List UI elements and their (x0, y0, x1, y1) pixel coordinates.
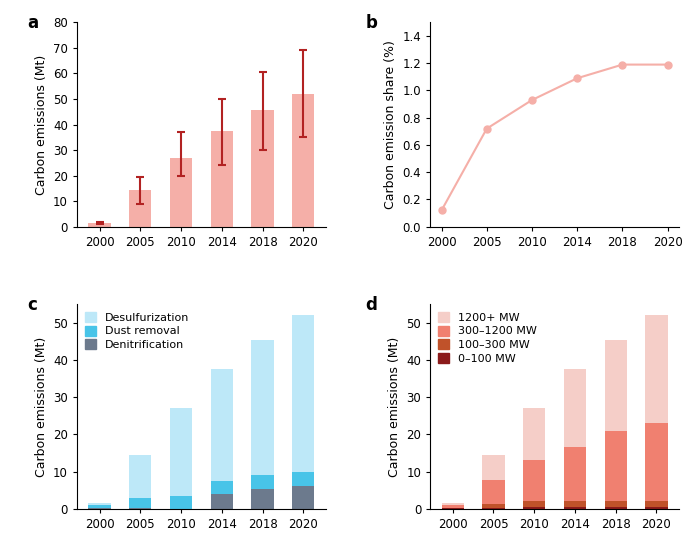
Bar (129, 508, 151, 509)
Bar (211, 131, 233, 227)
Bar (251, 340, 274, 475)
Y-axis label: Carbon emissions (Mt): Carbon emissions (Mt) (388, 337, 401, 477)
Bar (170, 409, 192, 496)
Bar (645, 315, 668, 423)
Bar (251, 475, 274, 489)
Bar (88, 223, 111, 227)
Y-axis label: Carbon emission share (%): Carbon emission share (%) (384, 40, 397, 209)
Bar (605, 340, 627, 430)
Bar (211, 494, 233, 509)
Bar (482, 480, 505, 504)
Bar (645, 507, 668, 509)
Bar (129, 455, 151, 498)
Bar (442, 503, 464, 505)
Bar (170, 158, 192, 227)
Bar (251, 111, 274, 227)
Bar (211, 481, 233, 494)
Bar (482, 504, 505, 508)
Text: a: a (27, 14, 38, 32)
Bar (292, 315, 314, 472)
Bar (292, 472, 314, 486)
Bar (605, 501, 627, 507)
Bar (292, 94, 314, 227)
Bar (645, 501, 668, 507)
Text: c: c (27, 296, 37, 314)
Bar (605, 430, 627, 501)
Y-axis label: Carbon emissions (Mt): Carbon emissions (Mt) (34, 54, 48, 195)
Bar (442, 505, 464, 508)
Bar (482, 455, 505, 480)
Bar (564, 447, 586, 501)
Bar (523, 461, 545, 501)
Bar (645, 423, 668, 501)
Bar (564, 507, 586, 509)
Bar (129, 498, 151, 508)
Bar (523, 409, 545, 461)
Bar (170, 496, 192, 509)
Bar (88, 505, 111, 508)
Bar (251, 489, 274, 509)
Legend: Desulfurization, Dust removal, Denitrification: Desulfurization, Dust removal, Denitrifi… (83, 310, 191, 352)
Bar (482, 508, 505, 509)
Legend: 1200+ MW, 300–1200 MW, 100–300 MW, 0–100 MW: 1200+ MW, 300–1200 MW, 100–300 MW, 0–100… (436, 310, 539, 366)
Bar (129, 190, 151, 227)
Bar (292, 486, 314, 509)
Bar (523, 507, 545, 509)
Y-axis label: Carbon emissions (Mt): Carbon emissions (Mt) (34, 337, 48, 477)
Text: d: d (365, 296, 377, 314)
Bar (523, 501, 545, 507)
Bar (211, 369, 233, 481)
Bar (564, 369, 586, 447)
Bar (88, 503, 111, 505)
Bar (564, 501, 586, 507)
Bar (605, 507, 627, 509)
Text: b: b (365, 14, 377, 32)
